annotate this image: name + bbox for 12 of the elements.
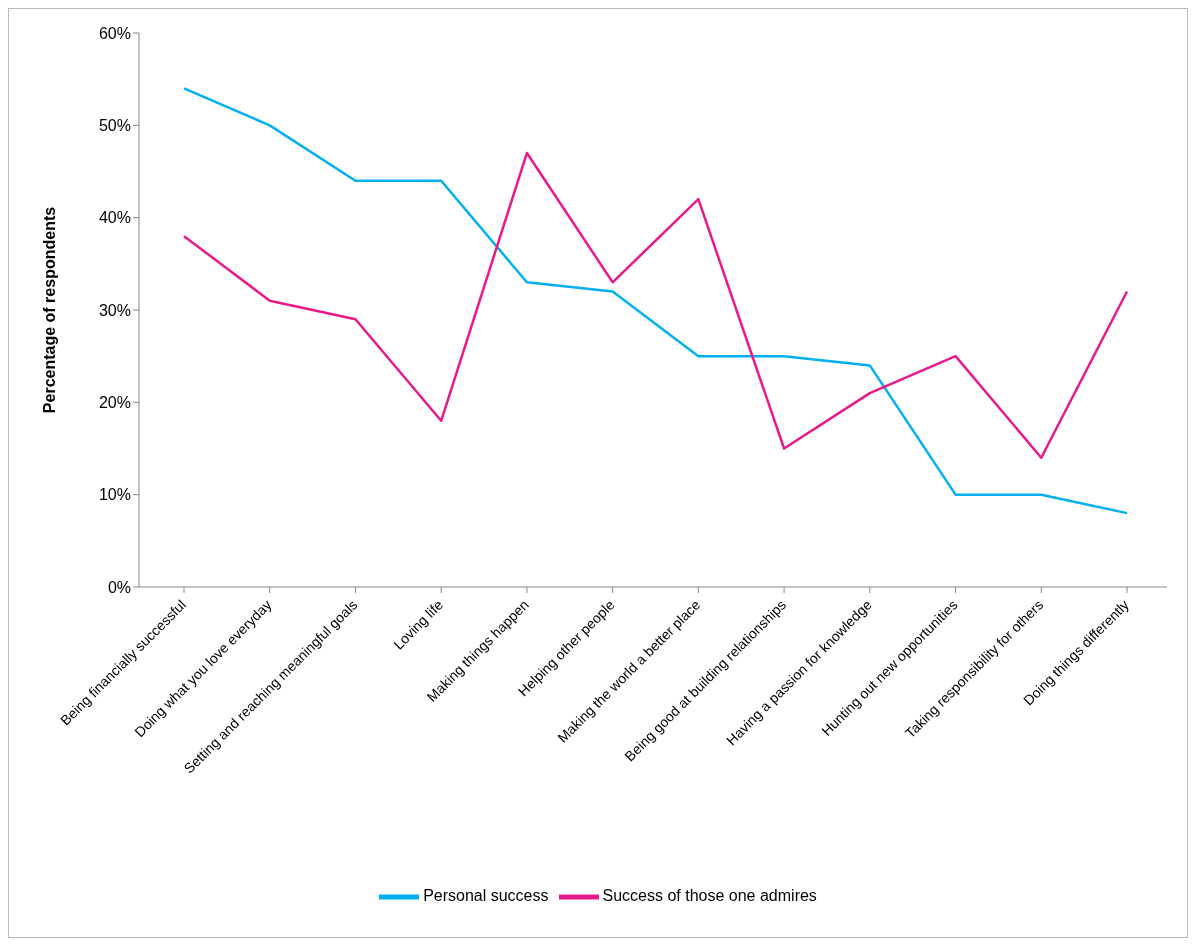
y-tick-label: 40%	[98, 209, 131, 227]
legend-label: Personal success	[423, 887, 549, 905]
y-tick-label: 60%	[98, 24, 131, 42]
line-series	[182, 151, 1129, 459]
y-tick-label: 10%	[98, 486, 131, 504]
y-tick-label: 0%	[107, 578, 131, 596]
y-tick-label: 30%	[98, 301, 131, 319]
y-axis-title: Percentage of respondents	[40, 206, 58, 414]
line-series	[182, 87, 1129, 515]
y-tick-label: 50%	[98, 117, 131, 135]
y-tick-label: 20%	[98, 394, 131, 412]
legend-label: Success of those one admires	[602, 887, 817, 905]
